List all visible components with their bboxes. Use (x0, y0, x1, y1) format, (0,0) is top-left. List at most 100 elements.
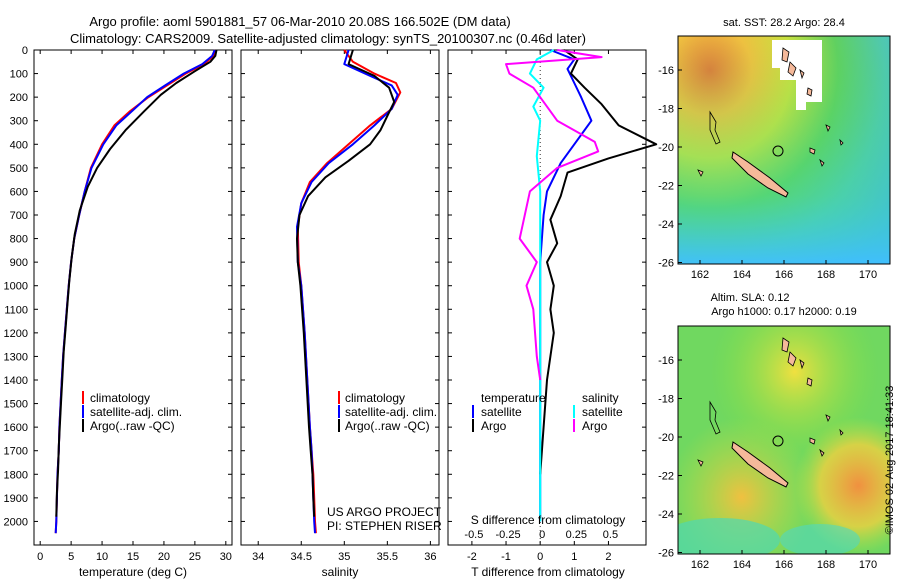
sla-low-patch (780, 524, 860, 554)
depth-tick-label: 2000 (4, 516, 28, 528)
x-tick-label: 34 (252, 551, 264, 563)
temperature-chart: 0 5 10 15 20 25 30 (37, 49, 232, 563)
x-tick-label: 10 (96, 551, 108, 563)
reef-outline (709, 110, 721, 145)
depth-tick-label: 1700 (4, 446, 28, 458)
s-tick-label: 0.25 (566, 529, 587, 541)
series-line-satellite (54, 49, 216, 534)
legend-argo-label: Argo(..raw -QC) (90, 419, 175, 433)
s-tick-label: -0.5 (464, 529, 483, 541)
depth-tick-label: 1100 (4, 304, 28, 316)
imos-timestamp: ©IMOS 02-Aug-2017 18:41:33 (884, 386, 896, 535)
depth-tick-label: 200 (10, 92, 28, 104)
series-line-climatology (54, 49, 217, 534)
salinity-legend: climatology satellite-adj. clim. Argo(..… (327, 391, 442, 533)
legend-salinity-header: salinity (582, 391, 619, 405)
map-lat-label: -18 (658, 104, 674, 116)
vanuatu-islands (781, 337, 813, 387)
vanuatu-islands (781, 47, 813, 97)
x-tick-label: 30 (220, 551, 232, 563)
x-tick-label: 0 (37, 551, 43, 563)
difference-chart: -2 -1 0 1 2 -0.5 -0.25 0 0.25 0.5 (464, 49, 658, 563)
sla-map-title-line1: Altim. SLA: 0.12 (711, 292, 790, 304)
map-lat-label: -26 (658, 548, 674, 560)
x-tick-label: 20 (158, 551, 170, 563)
t-difference-xlabel: T difference from climatology (471, 565, 625, 579)
reef-outline (709, 400, 721, 435)
x-tick-label: 34.5 (291, 551, 312, 563)
sla-low-patch (678, 518, 780, 554)
depth-tick-label: 1500 (4, 399, 28, 411)
sst-map-axes: -16 -18 -20 -22 -24 -26 162 164 166 168 170 (658, 65, 877, 281)
x-tick-label: 35 (338, 551, 350, 563)
depth-axis: 0 100 200 300 400 500 600 700 800 900 1000 1100 1200… (4, 45, 646, 528)
depth-tick-label: 1400 (4, 375, 28, 387)
x-tick-label: 5 (68, 551, 74, 563)
map-lon-label: 168 (817, 269, 835, 281)
sst-map-title: sat. SST: 28.2 Argo: 28.4 (723, 17, 845, 29)
series-line-t-satellite (539, 49, 593, 522)
depth-tick-label: 1800 (4, 469, 28, 481)
map-lat-label: -24 (658, 219, 674, 231)
argo-position-marker (772, 435, 784, 447)
salinity-xlabel: salinity (322, 565, 359, 579)
depth-tick-label: 900 (10, 257, 28, 269)
map-lat-label: -26 (658, 258, 674, 270)
sla-map-title-line2: Argo h1000: 0.17 h2000: 0.19 (711, 306, 857, 318)
x-tick-label: -2 (467, 551, 477, 563)
legend-satellite-label: satellite-adj. clim. (90, 405, 182, 419)
depth-tick-label: 100 (10, 69, 28, 81)
series-line-argo (55, 49, 218, 517)
x-tick-label: 0 (537, 551, 543, 563)
depth-tick-label: 600 (10, 186, 28, 198)
x-tick-label: -1 (501, 551, 511, 563)
map-lon-label: 166 (775, 269, 793, 281)
new-caledonia-island (731, 441, 789, 488)
x-tick-label: 1 (571, 551, 577, 563)
x-tick-label: 35.5 (377, 551, 398, 563)
temperature-xlabel: temperature (deg C) (79, 565, 187, 579)
sla-map-axes: -16 -18 -20 -22 -24 -26 162 164 166 168 170 (658, 355, 877, 571)
legend-temperature-header: temperature (481, 391, 546, 405)
difference-panel (447, 49, 647, 546)
s-tick-label: 0 (539, 529, 545, 541)
title-line1: Argo profile: aoml 5901881_57 06-Mar-201… (89, 14, 510, 29)
map-lon-label: 164 (733, 269, 751, 281)
map-lat-label: -18 (658, 394, 674, 406)
series-line-t-argo (539, 49, 658, 475)
sst-map (678, 36, 890, 264)
x-tick-label: 36 (424, 551, 436, 563)
depth-tick-label: 1300 (4, 351, 28, 363)
x-tick-label: 2 (605, 551, 611, 563)
map-lat-label: -20 (658, 432, 674, 444)
depth-tick-label: 0 (22, 45, 28, 57)
s-tick-label: 0.5 (603, 529, 618, 541)
depth-tick-label: 1000 (4, 281, 28, 293)
s-tick-label: -0.25 (495, 529, 520, 541)
map-lon-label: 170 (859, 269, 877, 281)
salinity-chart: 34 34.5 35 35.5 36 (252, 49, 437, 563)
depth-tick-label: 700 (10, 210, 28, 222)
map-lon-label: 164 (733, 559, 751, 571)
map-lat-label: -20 (658, 142, 674, 154)
map-lat-label: -16 (658, 355, 674, 367)
legend-argo-label: Argo(..raw -QC) (345, 419, 430, 433)
difference-legend: temperature satellite Argo salinity sate… (471, 391, 626, 527)
depth-tick-label: 400 (10, 139, 28, 151)
map-lon-label: 162 (691, 269, 709, 281)
depth-tick-label: 1200 (4, 328, 28, 340)
series-line-s-argo (505, 49, 603, 381)
project-annotation: US ARGO PROJECT (327, 505, 442, 519)
map-lon-label: 166 (775, 559, 793, 571)
legend-climatology-label: climatology (90, 391, 150, 405)
legend-t-satellite-label: satellite (481, 405, 522, 419)
argo-position-marker (772, 145, 784, 157)
series-line-argo (296, 49, 396, 517)
map-lon-label: 170 (859, 559, 877, 571)
map-lat-label: -22 (658, 471, 674, 483)
depth-tick-label: 800 (10, 234, 28, 246)
s-difference-label: S difference from climatology (471, 513, 626, 527)
legend-s-satellite-label: satellite (582, 405, 623, 419)
map-lat-label: -24 (658, 509, 674, 521)
legend-satellite-label: satellite-adj. clim. (345, 405, 437, 419)
